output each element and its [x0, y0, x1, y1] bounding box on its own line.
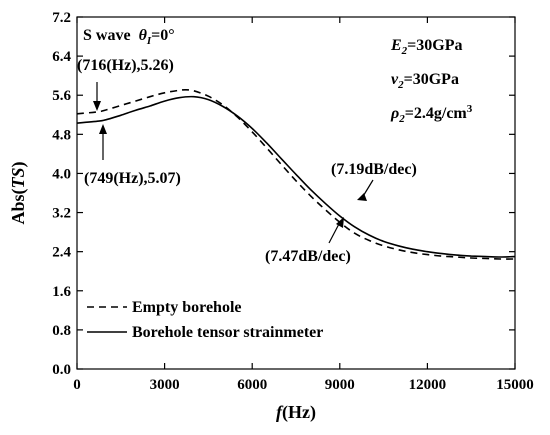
- x-tick-label: 3000: [150, 377, 180, 393]
- series-line-empty-borehole: [76, 88, 516, 260]
- arrow-empty-slope-shaft: [328, 221, 341, 244]
- annotation-strain-peak: (749(Hz),5.07): [84, 170, 181, 187]
- y-tick-label: 6.4: [52, 49, 71, 65]
- annotation-empty-peak: (716(Hz),5.26): [77, 57, 174, 74]
- annotation-strain-slope: (7.19dB/dec): [331, 161, 417, 178]
- y-tick-label: 4.8: [52, 127, 71, 143]
- x-tick-label: 6000: [237, 377, 267, 393]
- y-tick-label: 7.2: [52, 10, 71, 26]
- param-e2: E2=30GPa: [390, 37, 463, 57]
- annotation-empty-slope: (7.47dB/dec): [265, 248, 351, 265]
- x-tick-label: 9000: [325, 377, 355, 393]
- arrow-strain-head: [99, 124, 107, 134]
- y-tick-label: 3.2: [52, 206, 71, 222]
- wave-annotation: S wave θI=0°: [83, 27, 175, 47]
- y-tick-label: 0.8: [52, 323, 71, 339]
- y-tick-label: 0.0: [52, 362, 71, 378]
- y-tick-label: 5.6: [52, 88, 71, 104]
- x-axis-title: f(Hz): [276, 402, 316, 423]
- series-layer: [76, 88, 516, 260]
- legend: Empty borehole Borehole tensor strainmet…: [87, 299, 323, 341]
- legend-label-strain: Borehole tensor strainmeter: [132, 324, 323, 341]
- y-tick-label: 4.0: [52, 166, 71, 182]
- arrow-empty-head: [93, 101, 101, 111]
- y-tick-label: 2.4: [52, 245, 71, 261]
- x-tick-label: 12000: [409, 377, 447, 393]
- plot-frame: [76, 16, 516, 370]
- series-line-borehole-tensor-strainmeter: [76, 95, 516, 258]
- legend-label-empty: Empty borehole: [132, 299, 241, 316]
- param-rho2: ρ2=2.4g/cm3: [390, 103, 473, 125]
- x-tick-label: 15000: [496, 377, 534, 393]
- y-axis-title: Abs(TS): [8, 161, 29, 224]
- y-tick-label: 1.6: [52, 284, 71, 300]
- param-nu2: ν2=30GPa: [391, 71, 459, 91]
- y-axis-ticks: 0.0 0.8 1.6 2.4 3.2 4.0 4.8 5.6 6.4 7.2: [52, 10, 515, 378]
- x-tick-label: 0: [73, 377, 81, 393]
- arrow-empty-slope-head: [336, 217, 344, 228]
- x-axis-ticks: 0 3000 6000 9000 12000 15000: [73, 17, 534, 393]
- arrow-strain-slope-head: [357, 193, 367, 201]
